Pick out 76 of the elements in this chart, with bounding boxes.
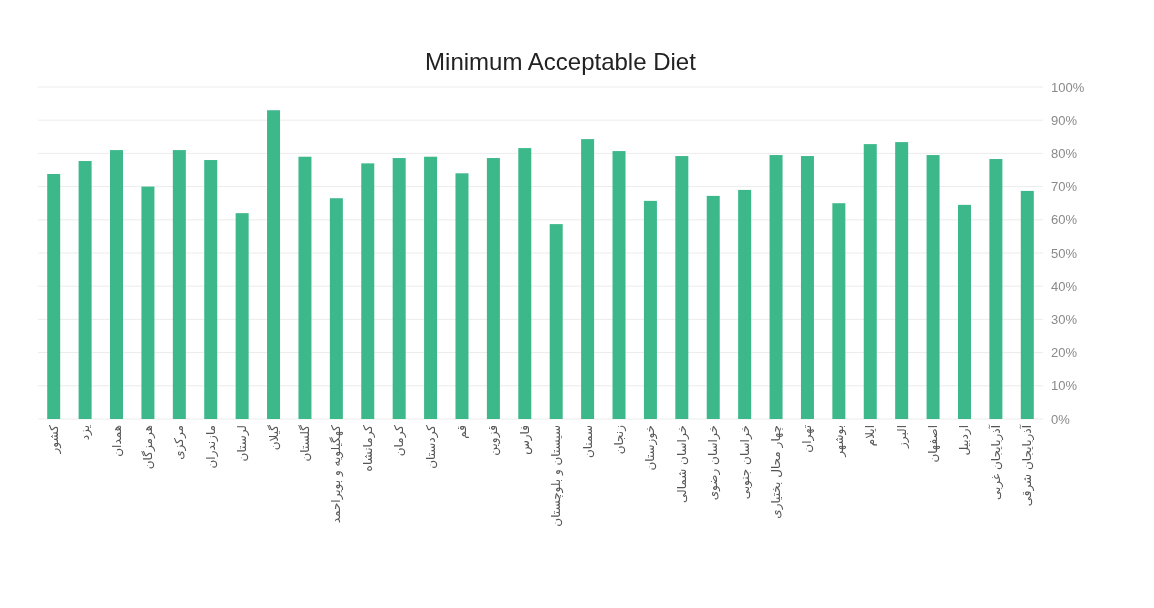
x-tick-label: کهگیلویه و بویراحمد: [329, 424, 345, 524]
bar: [204, 160, 218, 419]
y-tick-label: 60%: [1051, 212, 1078, 228]
bar: [110, 150, 124, 419]
y-tick-label: 50%: [1051, 245, 1078, 261]
y-tick-label: 40%: [1051, 278, 1078, 294]
x-tick-label: اردبیل: [957, 425, 973, 456]
x-tick-label: بوشهر: [831, 425, 847, 458]
bar: [706, 195, 720, 419]
x-tick-label: خوزستان: [643, 425, 659, 471]
bar: [47, 173, 61, 419]
x-tick-label: قزوین: [486, 425, 502, 456]
bar: [424, 156, 438, 419]
y-tick-label: 90%: [1051, 112, 1078, 128]
x-tick-label: خراسان رضوی: [706, 425, 722, 501]
x-tick-label: خراسان شمالی: [674, 425, 690, 504]
x-tick-label: خراسان جنوبی: [737, 425, 753, 500]
bar: [769, 155, 783, 419]
x-tick-label: کرمان: [392, 424, 408, 457]
x-tick-label: گیلان: [266, 424, 281, 451]
x-tick-label: هرمزگان: [140, 425, 156, 470]
bar: [392, 158, 406, 419]
bar: [612, 151, 626, 419]
bar: [581, 139, 595, 419]
x-tick-label: البرز: [894, 425, 910, 450]
bar: [235, 213, 249, 419]
x-tick-label: آذربایجان شرقی: [1019, 424, 1036, 507]
x-tick-label: فارس: [517, 425, 533, 455]
bar: [267, 110, 281, 419]
y-tick-label: 80%: [1051, 145, 1078, 161]
chart-title: Minimum Acceptable Diet: [425, 48, 697, 75]
x-tick-label: یزد: [78, 425, 94, 441]
x-tick-label: کردستان: [423, 424, 439, 469]
bar: [455, 173, 469, 419]
bar: [643, 200, 657, 419]
bar: [361, 163, 375, 419]
x-tick-label: اصفهان: [926, 425, 941, 463]
y-tick-label: 70%: [1051, 179, 1078, 195]
bar: [78, 161, 92, 419]
x-tick-label: مرکزی: [172, 425, 188, 460]
bar: [298, 156, 312, 419]
bar: [989, 159, 1003, 419]
bar: [738, 189, 752, 419]
bar: [486, 158, 500, 419]
x-tick-label: سمنان: [580, 425, 595, 459]
bar: [675, 156, 689, 419]
x-tick-label: قم: [454, 425, 469, 439]
bar: [832, 203, 846, 419]
bar: [518, 148, 532, 419]
bar: [895, 142, 909, 419]
x-tick-label: چهار محال بختیاری: [769, 425, 785, 519]
x-tick-label: تهران: [800, 425, 816, 453]
x-tick-label: همدان: [109, 425, 124, 457]
bar: [329, 198, 343, 419]
x-tick-label: کشور: [46, 424, 62, 455]
x-tick-label: زنجان: [612, 424, 628, 455]
x-tick-label: مازندران: [203, 425, 219, 469]
y-tick-label: 20%: [1051, 345, 1078, 361]
y-tick-label: 100%: [1051, 79, 1085, 95]
bar: [800, 156, 814, 419]
x-tick-label: لرستان: [235, 425, 251, 462]
y-tick-label: 10%: [1051, 378, 1078, 394]
x-tick-label: آذربایجان غربی: [987, 424, 1004, 501]
bar: [957, 204, 971, 419]
x-tick-label: ایلام: [863, 425, 878, 447]
x-tick-label: سیستان و بلوچستان: [549, 425, 565, 527]
x-tick-label: گلستان: [297, 424, 312, 462]
bar: [1020, 190, 1034, 419]
bar: [863, 144, 877, 419]
bar: [141, 186, 155, 419]
y-tick-label: 0%: [1051, 411, 1071, 427]
y-tick-label: 30%: [1051, 311, 1078, 327]
bar: [549, 224, 563, 419]
x-tick-label: کرمانشاه: [360, 424, 376, 472]
bar: [172, 150, 186, 419]
bar: [926, 155, 940, 419]
